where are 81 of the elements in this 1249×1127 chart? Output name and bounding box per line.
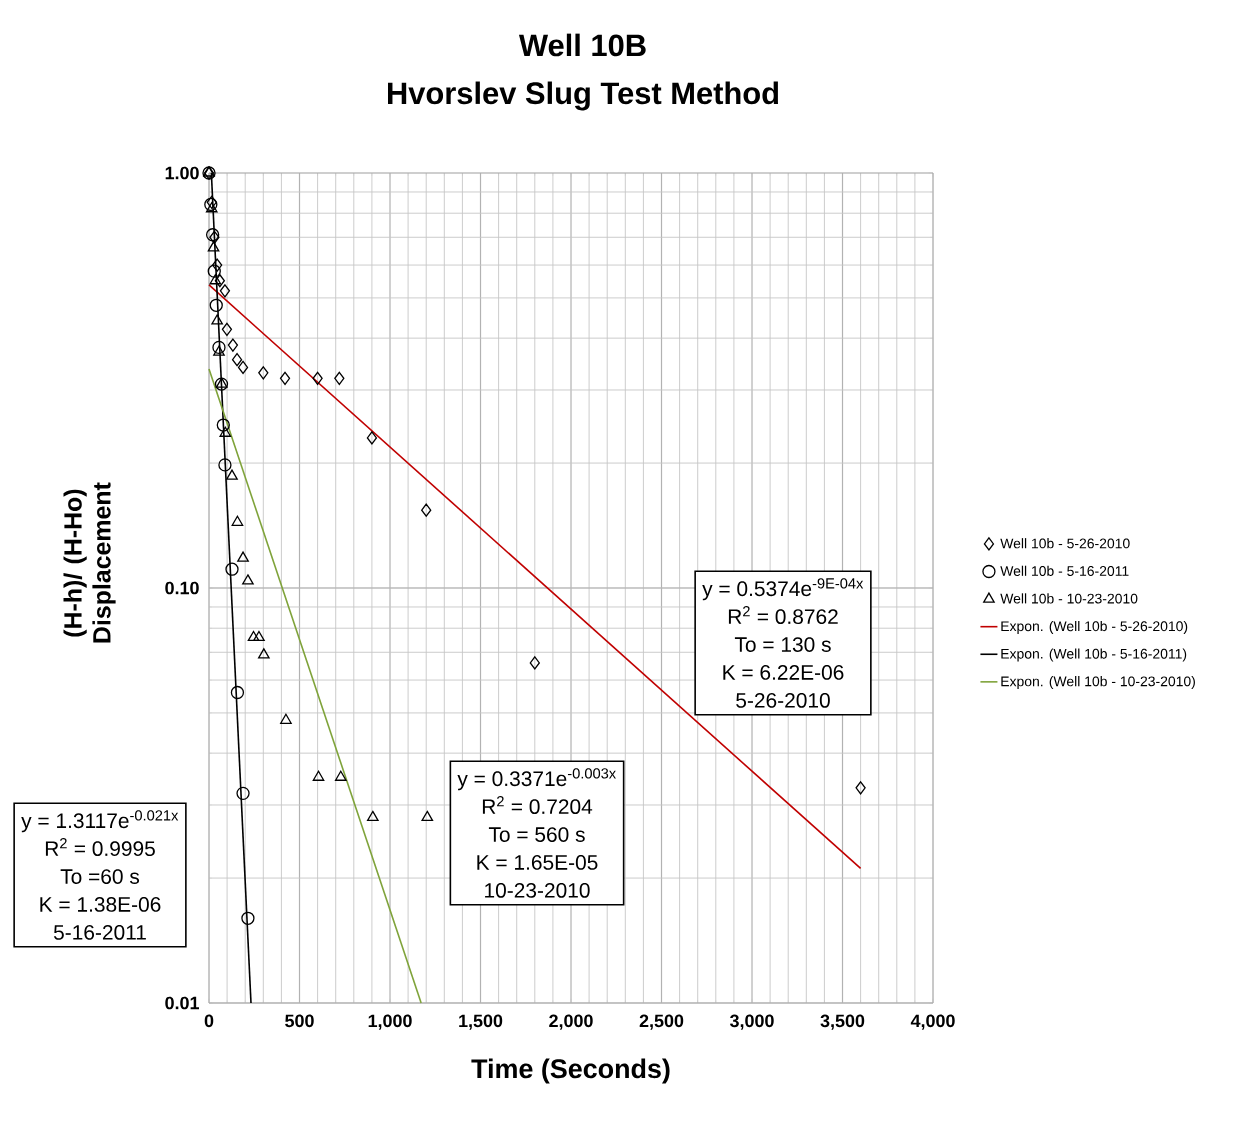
annotation: y = 0.3371e$^{-0.003x}$ xyxy=(457,768,616,791)
x-tick-label: 1,500 xyxy=(459,1014,503,1030)
point xyxy=(237,551,249,562)
text: R$^{2}$ = 0.9995 xyxy=(45,838,155,857)
x-tick-label: 3,500 xyxy=(820,1014,865,1030)
point xyxy=(207,264,221,278)
point xyxy=(231,353,243,367)
point xyxy=(219,284,231,298)
point xyxy=(212,340,226,355)
annotation: 10-23-2010 xyxy=(485,882,590,898)
point xyxy=(421,810,434,822)
text: 5-16-2011 xyxy=(53,924,146,940)
point xyxy=(213,345,225,356)
point xyxy=(312,770,325,781)
y-tick-label: 1.00 xyxy=(165,166,199,180)
y-tick-label: 0.01 xyxy=(165,996,199,1010)
point xyxy=(241,911,255,925)
x-tick-label: 2,500 xyxy=(639,1014,684,1030)
point xyxy=(421,503,432,517)
point xyxy=(212,258,223,272)
point xyxy=(231,515,244,526)
point xyxy=(211,314,223,325)
x-tick-label: 0 xyxy=(204,1014,214,1028)
point xyxy=(366,431,378,445)
point xyxy=(258,648,270,659)
point xyxy=(247,630,260,642)
x-axis-title: Time (Seconds) xyxy=(471,1058,670,1084)
y-tick-label: 0.10 xyxy=(165,581,199,595)
annotation: y = 0.5374e$^{-9E-04x}$ xyxy=(702,578,864,601)
annotation: 5-26-2010 xyxy=(736,692,830,708)
annotation: K = 1.65E-05 xyxy=(477,855,598,870)
point xyxy=(218,458,232,472)
point xyxy=(253,630,265,642)
point xyxy=(855,781,866,795)
y-axis-title: (H-h)/ (H-Ho) Displacement xyxy=(63,482,116,643)
legend-label: Expon. (Well 10b - 10-23-2010) xyxy=(1001,676,1195,690)
point xyxy=(225,562,239,576)
legend-label: Expon. (Well 10b - 5-16-2011) xyxy=(1001,648,1187,662)
point xyxy=(237,360,249,375)
point xyxy=(258,366,269,380)
point xyxy=(529,656,540,670)
point xyxy=(205,202,218,213)
point xyxy=(242,574,254,585)
text: y = 1.3117e$^{-0.021x}$ xyxy=(21,810,179,833)
point xyxy=(219,426,232,437)
point xyxy=(236,786,250,801)
point xyxy=(209,230,220,244)
legend-label: Well 10b - 10-23-2010 xyxy=(1000,593,1138,604)
point xyxy=(230,685,245,700)
point xyxy=(205,228,220,242)
chart-subtitle: Hvorslev Slug Test Method xyxy=(388,81,779,111)
point xyxy=(216,418,230,432)
x-tick-label: 2,000 xyxy=(549,1014,593,1030)
chart-title: Well 10B xyxy=(518,33,646,57)
point xyxy=(209,298,223,312)
text: To =60 s xyxy=(60,869,140,884)
point xyxy=(221,322,233,336)
annotation: R$^{2}$ = 0.7204 xyxy=(482,796,593,815)
point xyxy=(226,469,238,480)
point xyxy=(334,371,345,386)
legend-label: Well 10b - 5-26-2010 xyxy=(1000,538,1130,549)
point xyxy=(312,371,323,386)
x-tick-label: 1,000 xyxy=(368,1014,412,1030)
point xyxy=(207,241,220,252)
annotation: To = 560 s xyxy=(488,827,585,842)
x-tick-label: 4,000 xyxy=(910,1014,955,1030)
legend-label: Expon. (Well 10b - 5-26-2010) xyxy=(1001,620,1188,634)
annotation: To = 130 s xyxy=(734,637,831,652)
point xyxy=(227,338,239,352)
point xyxy=(366,810,379,822)
point xyxy=(279,371,291,386)
text: K = 1.38E-06 xyxy=(40,897,161,912)
legend-label: Well 10b - 5-16-2011 xyxy=(1000,565,1129,576)
x-tick-label: 3,000 xyxy=(729,1014,774,1030)
point xyxy=(209,274,222,285)
point xyxy=(214,274,226,288)
annotation: K = 6.22E-06 xyxy=(723,665,844,680)
point xyxy=(280,713,292,724)
point xyxy=(334,770,347,781)
annotation: R$^{2}$ = 0.8762 xyxy=(728,606,838,625)
x-tick-label: 500 xyxy=(285,1014,314,1028)
